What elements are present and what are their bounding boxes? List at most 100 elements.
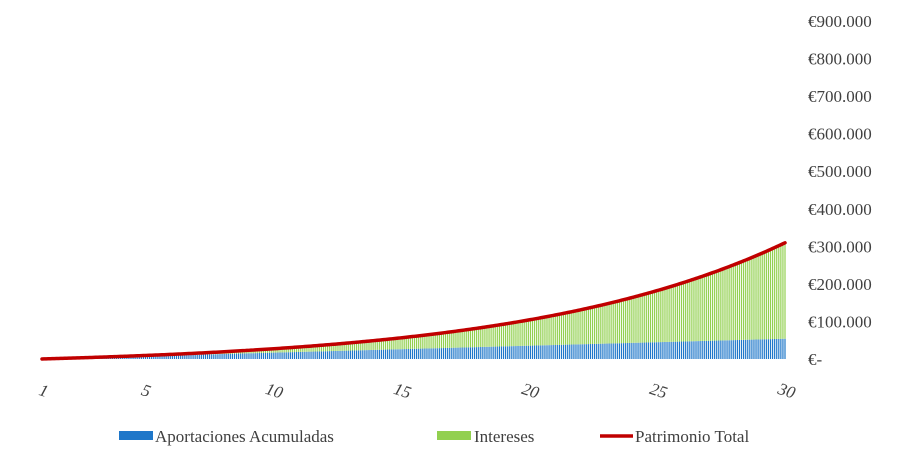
contribution-bar — [703, 340, 705, 359]
interest-bar — [656, 290, 658, 343]
contribution-bar — [289, 352, 291, 359]
interest-bar — [724, 268, 726, 341]
interest-bar — [488, 326, 490, 347]
contribution-bar — [606, 343, 608, 359]
interest-bar — [612, 302, 614, 344]
contribution-bar — [596, 343, 598, 359]
interest-bar — [370, 340, 372, 350]
contribution-bar — [500, 346, 503, 359]
contribution-bar — [482, 346, 484, 359]
contribution-bar — [213, 354, 215, 359]
y-tick-label: €700.000 — [808, 87, 872, 106]
interest-bar — [548, 316, 550, 346]
interest-bar — [668, 287, 670, 342]
interest-bar — [670, 286, 672, 342]
interest-bar — [298, 346, 300, 352]
interest-bar — [645, 293, 647, 343]
contribution-bar — [393, 349, 395, 359]
contribution-bar — [293, 352, 296, 359]
contribution-bar — [353, 350, 356, 359]
contribution-bar — [693, 341, 695, 359]
interest-bar — [360, 341, 362, 351]
contribution-bar — [575, 344, 577, 359]
interest-bar — [364, 341, 366, 351]
interest-bar — [722, 268, 724, 341]
contribution-bar — [221, 354, 223, 359]
interest-bar — [504, 323, 507, 347]
contribution-bar — [498, 346, 500, 359]
contribution-bar — [531, 345, 534, 359]
contribution-bar — [275, 352, 277, 359]
contribution-bar — [341, 350, 343, 359]
contribution-bar — [620, 343, 623, 359]
contribution-bar — [217, 354, 219, 359]
contribution-bar — [358, 350, 360, 359]
contribution-bar — [418, 348, 420, 359]
interest-bar — [438, 333, 440, 349]
contribution-bar — [662, 342, 664, 359]
contribution-bar — [691, 341, 693, 359]
interest-bar — [269, 349, 271, 353]
interest-bar — [285, 347, 287, 353]
contribution-bar — [442, 348, 445, 359]
contribution-bar — [536, 345, 538, 359]
interest-bar — [676, 284, 678, 342]
interest-bar — [500, 324, 503, 347]
interest-bar — [480, 327, 482, 348]
contribution-bar — [726, 340, 728, 359]
contribution-bar — [242, 353, 244, 359]
contribution-bar — [355, 350, 358, 359]
interest-bar — [776, 246, 778, 339]
interest-bar — [569, 312, 571, 345]
contribution-bar — [132, 356, 134, 359]
interest-bar — [389, 339, 391, 350]
interest-bar — [380, 339, 383, 350]
contribution-bar — [264, 352, 267, 359]
contribution-bar — [411, 348, 414, 359]
contribution-bar — [395, 349, 397, 359]
contribution-bar — [776, 338, 778, 359]
contribution-bar — [266, 352, 269, 359]
interest-bar — [335, 344, 337, 351]
interest-bar — [769, 249, 772, 340]
interest-bar — [583, 309, 585, 345]
contribution-bar — [573, 344, 575, 359]
interest-bar — [498, 324, 500, 347]
interest-bar — [550, 315, 552, 346]
interest-bar — [327, 344, 329, 352]
contribution-bar — [651, 342, 654, 359]
contribution-bar — [645, 342, 647, 359]
interest-bar — [703, 275, 705, 341]
interest-bar — [322, 345, 325, 352]
interest-bar — [496, 325, 498, 347]
contribution-bar — [198, 354, 200, 359]
interest-bar — [596, 306, 598, 344]
interest-bar — [347, 342, 349, 351]
contribution-bar — [444, 347, 447, 359]
interest-bar — [517, 321, 519, 346]
interest-bar — [571, 311, 573, 345]
contribution-bar — [335, 350, 337, 359]
interest-bar — [281, 348, 283, 353]
contribution-bar — [635, 342, 637, 359]
interest-bar — [372, 340, 374, 350]
interest-bar — [711, 272, 714, 341]
contribution-bar — [306, 351, 308, 359]
contribution-bar — [565, 344, 567, 359]
interest-bar — [345, 343, 347, 351]
contribution-bar — [314, 351, 316, 359]
contribution-bar — [718, 340, 720, 359]
contribution-bar — [159, 355, 161, 359]
interest-bar — [436, 333, 438, 349]
contribution-bar — [337, 350, 339, 359]
interest-bar — [382, 339, 385, 350]
interest-bar — [718, 270, 720, 341]
contribution-bar — [295, 352, 298, 359]
interest-bar — [341, 343, 343, 351]
interest-bar — [413, 336, 416, 349]
contribution-bar — [656, 342, 658, 359]
contribution-bar — [571, 344, 573, 359]
interest-bar — [544, 317, 546, 346]
contribution-bar — [767, 339, 770, 359]
